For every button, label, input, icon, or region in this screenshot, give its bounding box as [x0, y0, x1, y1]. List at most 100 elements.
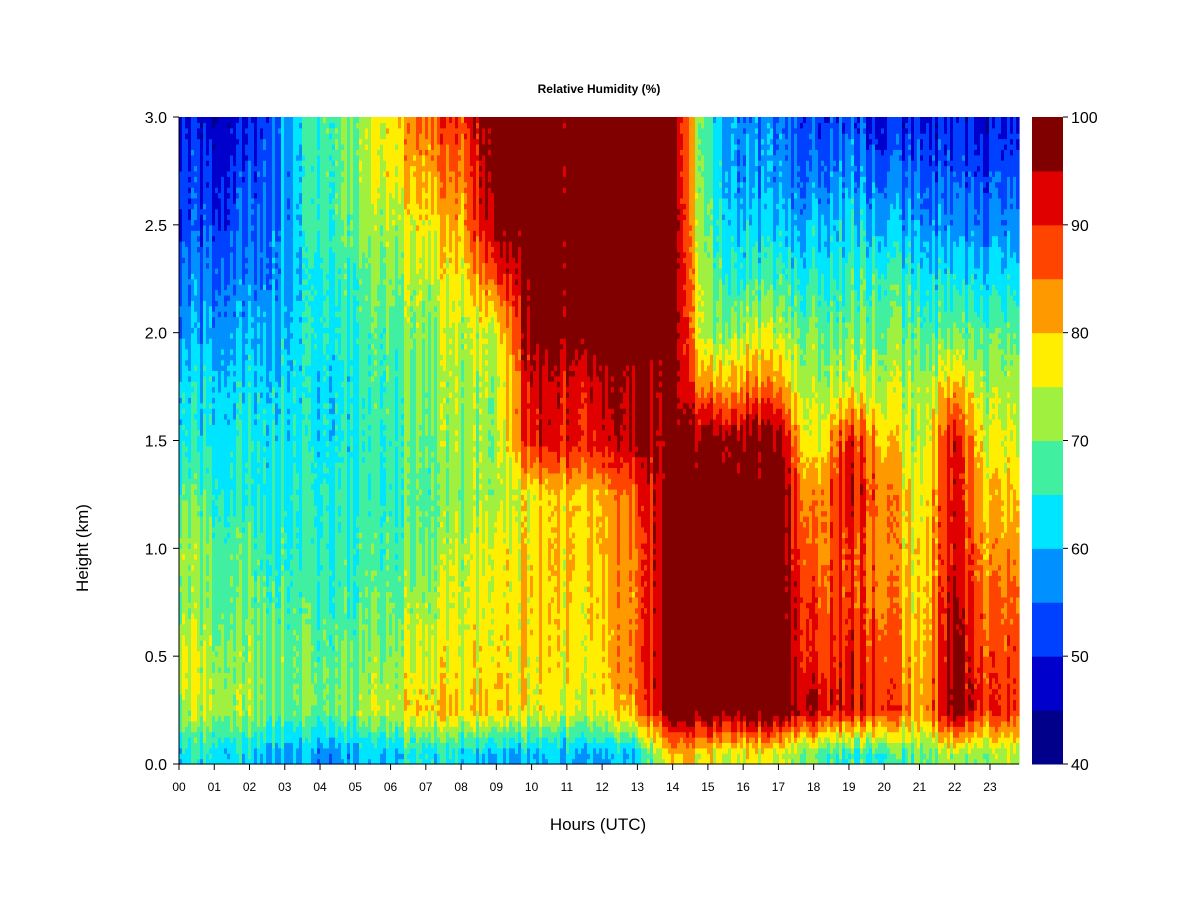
heatmap-cell	[206, 381, 210, 388]
heatmap-cell	[212, 618, 216, 625]
heatmap-cell	[179, 720, 183, 727]
heatmap-cell	[179, 170, 183, 177]
heatmap-cell	[224, 429, 228, 436]
heatmap-cell	[194, 133, 198, 140]
heatmap-cell	[227, 284, 231, 291]
heatmap-cell	[188, 381, 192, 388]
heatmap-cell	[215, 214, 219, 221]
heatmap-cell	[218, 683, 222, 690]
heatmap-cell	[236, 505, 240, 512]
heatmap-cell	[188, 591, 192, 598]
heatmap-cell	[236, 710, 240, 717]
heatmap-cell	[245, 289, 249, 296]
heatmap-cell	[197, 359, 201, 366]
heatmap-cell	[206, 397, 210, 404]
heatmap-cell	[212, 262, 216, 269]
heatmap-cell	[185, 478, 189, 485]
heatmap-cell	[182, 219, 186, 226]
heatmap-cell	[197, 666, 201, 673]
heatmap-cell	[242, 365, 246, 372]
heatmap-cell	[209, 165, 213, 172]
heatmap-cell	[215, 251, 219, 258]
heatmap-cell	[185, 386, 189, 393]
heatmap-cell	[239, 187, 243, 194]
heatmap-cell	[188, 429, 192, 436]
heatmap-cell	[224, 623, 228, 630]
heatmap-cell	[227, 327, 231, 334]
heatmap-cell	[242, 381, 246, 388]
heatmap-cell	[185, 305, 189, 312]
heatmap-cell	[242, 418, 246, 425]
heatmap-cell	[242, 591, 246, 598]
heatmap-cell	[227, 456, 231, 463]
heatmap-cell	[227, 483, 231, 490]
heatmap-cell	[248, 505, 252, 512]
heatmap-cell	[245, 305, 249, 312]
heatmap-cell	[215, 284, 219, 291]
heatmap-cell	[197, 586, 201, 593]
heatmap-cell	[185, 699, 189, 706]
heatmap-cell	[188, 311, 192, 318]
heatmap-cell	[230, 639, 234, 646]
heatmap-cell	[236, 688, 240, 695]
heatmap-cell	[242, 354, 246, 361]
heatmap-cell	[218, 289, 222, 296]
heatmap-cell	[221, 381, 225, 388]
heatmap-cell	[245, 435, 249, 442]
heatmap-cell	[182, 440, 186, 447]
heatmap-cell	[242, 197, 246, 204]
heatmap-cell	[215, 397, 219, 404]
heatmap-cell	[221, 472, 225, 479]
heatmap-cell	[230, 688, 234, 695]
heatmap-cell	[203, 117, 207, 123]
heatmap-cell	[233, 715, 237, 722]
heatmap-cell	[233, 591, 237, 598]
heatmap-cell	[206, 720, 210, 727]
heatmap-cell	[200, 133, 204, 140]
heatmap-cell	[191, 575, 195, 582]
heatmap-cell	[206, 251, 210, 258]
heatmap-cell	[227, 613, 231, 620]
heatmap-cell	[224, 494, 228, 501]
heatmap-cell	[203, 348, 207, 355]
heatmap-cell	[188, 413, 192, 420]
heatmap-cell	[197, 715, 201, 722]
heatmap-cell	[239, 251, 243, 258]
heatmap-cell	[236, 580, 240, 587]
heatmap-cell	[200, 327, 204, 334]
heatmap-cell	[197, 564, 201, 571]
heatmap-cell	[227, 133, 231, 140]
heatmap-cell	[212, 645, 216, 652]
heatmap-cell	[206, 569, 210, 576]
heatmap-cell	[230, 197, 234, 204]
heatmap-cell	[245, 666, 249, 673]
heatmap-cell	[236, 241, 240, 247]
heatmap-cell	[206, 483, 210, 490]
heatmap-cell	[221, 170, 225, 177]
heatmap-cell	[209, 418, 213, 425]
heatmap-cell	[245, 241, 249, 247]
heatmap-cell	[179, 413, 183, 420]
heatmap-cell	[242, 505, 246, 512]
heatmap-cell	[194, 311, 198, 318]
heatmap-cell	[245, 375, 249, 382]
heatmap-cell	[248, 683, 252, 690]
heatmap-cell	[239, 408, 243, 415]
heatmap-cell	[191, 634, 195, 641]
heatmap-cell	[245, 515, 249, 522]
heatmap-cell	[215, 613, 219, 620]
heatmap-cell	[191, 181, 195, 188]
heatmap-cell	[179, 467, 183, 474]
heatmap-cell	[209, 726, 213, 733]
heatmap-cell	[221, 440, 225, 447]
heatmap-cell	[218, 666, 222, 673]
heatmap-cell	[206, 224, 210, 231]
heatmap-cell	[221, 246, 225, 253]
heatmap-cell	[245, 467, 249, 474]
heatmap-cell	[230, 510, 234, 517]
heatmap-cell	[185, 602, 189, 609]
heatmap-cell	[191, 327, 195, 334]
heatmap-cell	[239, 699, 243, 706]
heatmap-cell	[185, 154, 189, 161]
heatmap-cell	[224, 666, 228, 673]
